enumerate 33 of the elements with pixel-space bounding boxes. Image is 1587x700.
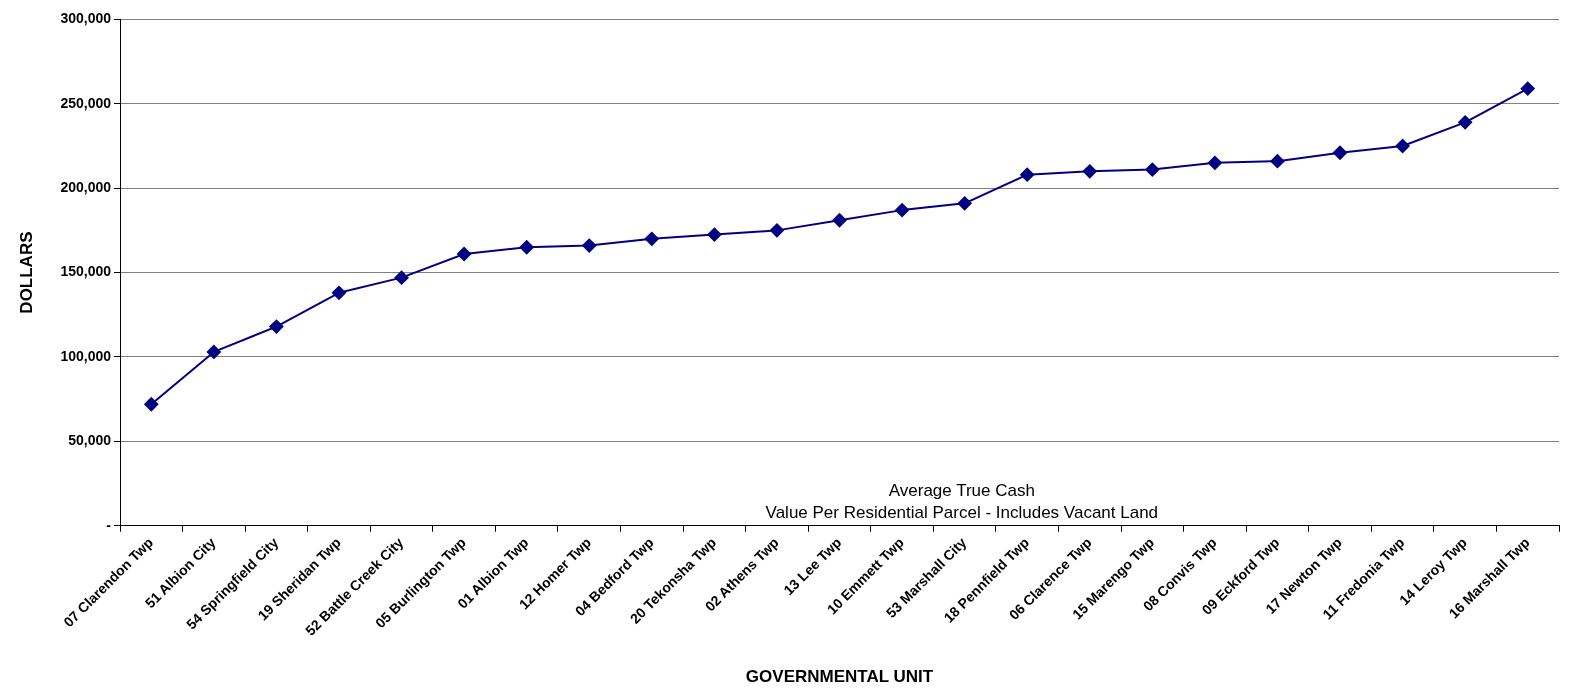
point bbox=[1458, 115, 1473, 130]
point bbox=[957, 196, 972, 211]
point bbox=[394, 270, 409, 285]
point bbox=[269, 319, 284, 334]
point bbox=[457, 247, 472, 261]
x-axis-title: GOVERNMENTAL UNIT bbox=[745, 667, 934, 687]
y-tick-label: 300,000 bbox=[60, 10, 112, 27]
point bbox=[1082, 164, 1097, 179]
point bbox=[1020, 167, 1035, 182]
point bbox=[206, 344, 221, 359]
y-axis-title: DOLLARS bbox=[16, 231, 36, 314]
y-tick-label: - bbox=[106, 516, 112, 533]
point bbox=[144, 397, 159, 412]
annotation: Average True Cash Value Per Residential Parcel - Includes Vacant Land bbox=[765, 480, 1159, 522]
point bbox=[1520, 81, 1535, 96]
point bbox=[707, 227, 722, 242]
y-tick-label: 150,000 bbox=[60, 263, 112, 280]
y-tick-label: 200,000 bbox=[60, 179, 112, 196]
point bbox=[1145, 162, 1160, 177]
point bbox=[769, 223, 784, 238]
point bbox=[832, 213, 847, 228]
point bbox=[519, 240, 534, 255]
point bbox=[1333, 145, 1348, 160]
y-tick-label: 50,000 bbox=[68, 432, 112, 449]
point bbox=[895, 203, 910, 218]
point bbox=[644, 231, 659, 246]
point bbox=[1207, 155, 1222, 170]
point bbox=[331, 285, 346, 300]
point bbox=[1270, 154, 1285, 169]
y-tick-label: 250,000 bbox=[60, 94, 112, 111]
y-tick-label: 100,000 bbox=[60, 347, 112, 364]
point bbox=[582, 238, 597, 253]
point bbox=[1395, 138, 1410, 153]
